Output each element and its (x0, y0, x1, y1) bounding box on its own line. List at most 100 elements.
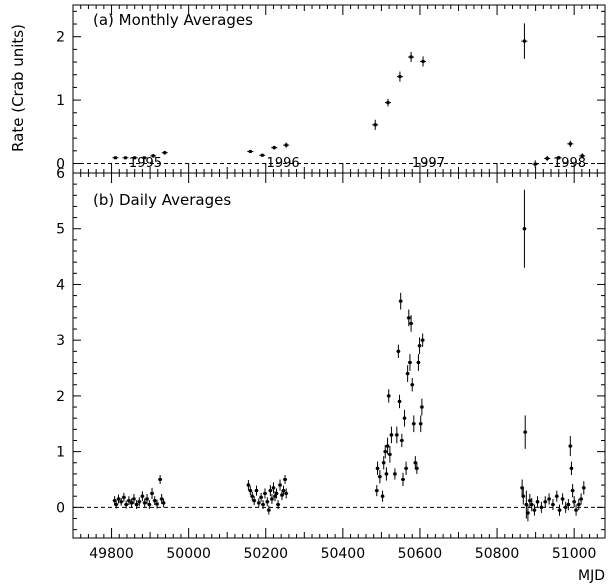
point-dot (396, 349, 400, 353)
point-dot (114, 503, 118, 507)
point-dot (395, 433, 399, 437)
point-dot (280, 493, 284, 497)
data-point (246, 480, 251, 491)
point-dot (383, 450, 387, 454)
point-dot (276, 503, 280, 507)
y-tick-label: 1 (56, 93, 65, 109)
point-dot (555, 494, 559, 498)
point-dot (415, 466, 419, 470)
point-dot (381, 494, 385, 498)
point-dot (551, 503, 555, 507)
data-point (579, 153, 586, 159)
data-point (411, 415, 416, 433)
data-point (550, 498, 555, 511)
point-dot (373, 123, 377, 127)
data-point (402, 409, 407, 427)
point-dot (398, 399, 402, 403)
data-point (145, 493, 150, 505)
point-dot (403, 416, 407, 420)
point-dot (522, 227, 526, 231)
data-point (384, 467, 389, 481)
point-dot (416, 360, 420, 364)
data-point (527, 493, 532, 508)
panel-a-title: (a) Monthly Averages (93, 11, 253, 29)
x-tick-label: 50400 (321, 546, 366, 562)
data-point (409, 315, 414, 332)
data-point (116, 494, 121, 504)
year-label: 1996 (267, 156, 300, 171)
data-point (416, 354, 421, 371)
data-point (150, 153, 157, 158)
point-dot (116, 497, 120, 501)
data-point (532, 160, 539, 168)
data-point (563, 501, 568, 513)
point-dot (566, 503, 570, 507)
x-tick-label: 50800 (475, 546, 520, 562)
point-dot (124, 503, 128, 507)
data-point (129, 498, 134, 508)
data-point (380, 490, 385, 502)
data-point (579, 493, 584, 505)
year-label: 1995 (129, 156, 162, 171)
point-dot (545, 156, 549, 160)
point-dot (127, 499, 131, 503)
data-point (158, 475, 163, 484)
y-tick-label: 0 (56, 156, 65, 172)
data-point (134, 500, 139, 510)
point-dot (119, 500, 123, 504)
point-dot (558, 508, 562, 512)
data-point (576, 498, 581, 511)
data-point (408, 51, 415, 63)
data-point (375, 461, 380, 476)
point-dot (389, 433, 393, 437)
point-dot (407, 316, 411, 320)
point-dot (248, 489, 252, 493)
data-point (140, 491, 145, 502)
point-dot (284, 143, 288, 147)
data-point (569, 461, 574, 476)
data-point (274, 488, 279, 499)
point-dot (388, 452, 392, 456)
data-point (124, 500, 129, 509)
data-point (155, 499, 160, 509)
data-point (383, 444, 388, 459)
point-dot (401, 477, 405, 481)
point-dot (260, 153, 264, 157)
panel-b-title: (b) Daily Averages (93, 191, 231, 209)
point-dot (526, 511, 530, 515)
data-point (121, 492, 126, 502)
point-dot (421, 338, 425, 342)
data-point (112, 156, 119, 160)
point-dot (574, 508, 578, 512)
data-point (284, 488, 289, 499)
y-tick-label: 1 (56, 445, 65, 461)
point-dot (568, 142, 572, 146)
panel-daily-averages: (b) Daily Averages 0 1 2 3 4 5 6 49800 50000 5020… (56, 166, 606, 562)
point-dot (400, 438, 404, 442)
panel-a-ticks: 0 1 2 (56, 5, 606, 173)
data-point (560, 493, 565, 505)
point-dot (284, 491, 288, 495)
point-dot (557, 156, 561, 160)
data-point (407, 354, 412, 371)
point-dot (579, 497, 583, 501)
data-point (126, 496, 131, 506)
point-dot (281, 489, 285, 493)
data-point (522, 189, 527, 268)
panel-a-year-labels: 1995 1996 1997 1998 (129, 156, 586, 171)
point-dot (259, 495, 263, 499)
point-dot (523, 430, 527, 434)
point-dot (155, 502, 159, 506)
data-point (404, 461, 409, 476)
data-point (396, 71, 403, 82)
point-dot (528, 499, 532, 503)
point-dot (547, 497, 551, 501)
point-dot (398, 75, 402, 79)
data-point (419, 398, 424, 416)
point-dot (568, 444, 572, 448)
data-point (271, 482, 276, 494)
data-point (398, 292, 403, 310)
data-point (406, 309, 411, 327)
point-dot (257, 501, 261, 505)
point-dot (421, 59, 425, 63)
